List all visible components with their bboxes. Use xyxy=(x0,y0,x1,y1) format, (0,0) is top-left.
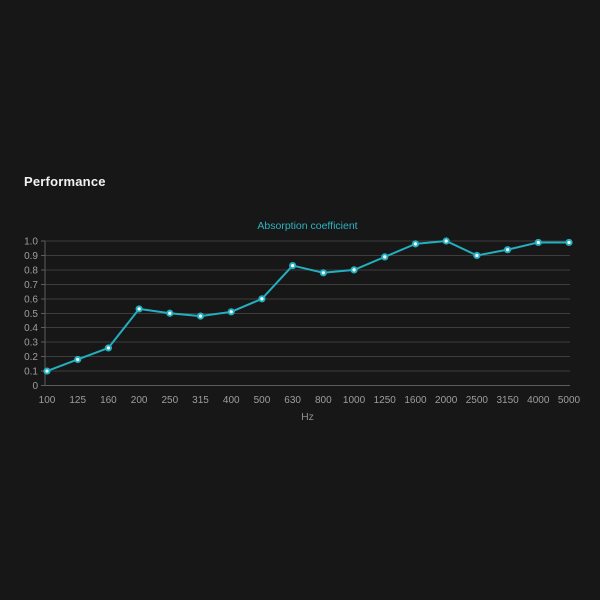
data-point-core xyxy=(567,240,571,245)
data-point-core xyxy=(229,310,233,314)
y-tick-label: 0.3 xyxy=(24,338,38,349)
data-point-core xyxy=(260,297,264,301)
x-tick-label: 200 xyxy=(131,395,148,406)
x-tick-label: 4000 xyxy=(527,395,550,406)
x-tick-label: 500 xyxy=(254,395,271,406)
data-point-core xyxy=(45,369,49,373)
y-tick-label: 0.9 xyxy=(24,251,38,262)
data-point-core xyxy=(291,263,295,268)
x-tick-label: 2500 xyxy=(466,395,489,406)
data-point-core xyxy=(536,240,540,245)
x-tick-label: 1600 xyxy=(404,395,427,406)
x-tick-label: 5000 xyxy=(558,395,581,406)
x-tick-label: 400 xyxy=(223,395,240,406)
data-point-core xyxy=(475,253,479,258)
y-tick-label: 0.2 xyxy=(24,352,38,363)
x-tick-label: 100 xyxy=(39,395,56,406)
data-point-core xyxy=(352,268,356,272)
x-tick-label: 250 xyxy=(161,395,178,406)
data-point-core xyxy=(168,311,172,315)
y-tick-label: 1.0 xyxy=(24,237,38,248)
x-tick-label: 125 xyxy=(69,395,86,406)
x-axis-label: Hz xyxy=(301,411,314,423)
data-point-core xyxy=(383,255,387,259)
x-tick-label: 630 xyxy=(284,395,301,406)
y-tick-label: 0.1 xyxy=(24,367,38,378)
data-point-core xyxy=(76,357,80,362)
data-point-core xyxy=(321,271,325,275)
data-point-core xyxy=(137,307,141,311)
x-tick-label: 315 xyxy=(192,395,209,406)
data-point-core xyxy=(505,248,510,252)
y-tick-label: 0.8 xyxy=(24,265,38,276)
x-tick-label: 1250 xyxy=(374,395,397,406)
data-point-core xyxy=(413,242,418,246)
x-tick-label: 3150 xyxy=(496,395,519,406)
data-point-core xyxy=(198,314,203,318)
y-tick-label: 0 xyxy=(32,381,38,392)
y-tick-label: 0.5 xyxy=(24,309,38,320)
x-tick-label: 1000 xyxy=(343,395,366,406)
series-line xyxy=(46,240,570,373)
data-point-core xyxy=(444,239,448,243)
x-tick-label: 800 xyxy=(315,395,332,406)
x-tick-label: 2000 xyxy=(435,395,458,406)
page-title: Performance xyxy=(24,174,106,189)
y-tick-label: 0.4 xyxy=(24,323,38,334)
y-tick-label: 0.7 xyxy=(24,280,38,291)
y-tick-label: 0.6 xyxy=(24,294,38,305)
data-point-core xyxy=(106,346,111,350)
chart-title: Absorption coefficient xyxy=(257,220,358,232)
x-tick-label: 160 xyxy=(100,395,117,406)
